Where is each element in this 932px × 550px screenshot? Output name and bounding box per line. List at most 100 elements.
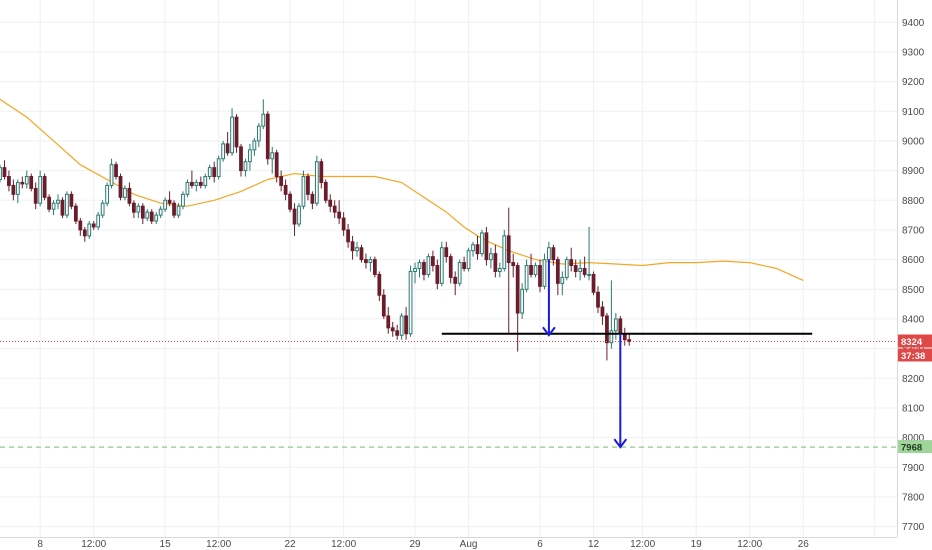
candle-body (502, 235, 507, 269)
x-tick-label: 12:00 (331, 539, 356, 550)
candle-body (145, 211, 150, 219)
candle-body (212, 167, 217, 178)
candle-body (0, 167, 2, 180)
candle-body (306, 176, 310, 195)
candle-body (24, 176, 29, 185)
candle-body (154, 214, 159, 222)
candle-body (207, 167, 212, 178)
candle-body (444, 247, 449, 258)
candle-body (372, 259, 377, 275)
candle-body (109, 164, 114, 186)
countdown-tag-text: 37:38 (901, 351, 925, 362)
target-arrow-2-head (613, 438, 628, 449)
candle-body (484, 232, 489, 261)
x-tick-label: 29 (409, 539, 421, 550)
candle-body (47, 196, 51, 210)
candle-body (314, 161, 319, 204)
candle-body (573, 265, 578, 272)
candle-body (341, 217, 346, 231)
candle-body (596, 291, 600, 308)
candle-body (489, 253, 493, 261)
y-tick-label: 9200 (902, 77, 925, 88)
candle-body (69, 193, 74, 207)
x-tick-label: 12:00 (630, 539, 655, 550)
candle-body (493, 253, 498, 272)
current-price-tag (898, 334, 932, 348)
candle-body (538, 265, 542, 287)
candle-body (457, 262, 462, 284)
candle-body (600, 306, 605, 317)
candle-body (203, 176, 208, 186)
candle-body (279, 176, 284, 186)
candle-body (364, 259, 368, 264)
candle-body (123, 187, 127, 198)
candle-body (127, 187, 132, 204)
candle-body (221, 143, 226, 160)
y-tick-label: 8400 (902, 314, 925, 325)
countdown-tag (898, 348, 932, 362)
candle-body (261, 113, 266, 127)
candle-body (547, 247, 551, 261)
candle-body (118, 176, 123, 198)
y-tick-label: 8800 (902, 196, 925, 207)
candle-body (346, 229, 350, 243)
candle-body (136, 205, 141, 213)
candle-body (506, 235, 511, 264)
candle-body (399, 315, 404, 336)
candle-body (337, 211, 342, 219)
y-tick-label: 9400 (902, 18, 925, 29)
candle-body (270, 152, 275, 160)
candle-body (20, 181, 25, 185)
candle-body (172, 202, 176, 216)
candle-body (15, 181, 20, 195)
candle-body (239, 146, 243, 172)
candle-body (430, 256, 435, 267)
candle-body (234, 116, 239, 148)
candle-body (56, 199, 60, 204)
moving-average-layer (0, 98, 804, 281)
candle-body (609, 330, 614, 344)
candle-body (301, 176, 306, 207)
candle-body (542, 259, 547, 287)
candle-body (292, 208, 297, 225)
candle-body (198, 181, 203, 186)
candle-body (194, 181, 199, 186)
candle-body (413, 268, 417, 272)
candle-body (323, 181, 328, 201)
candle-body (515, 265, 520, 314)
candle-body (408, 270, 413, 335)
candle-body (96, 214, 101, 228)
candle-body (114, 164, 118, 178)
candle-body (466, 250, 471, 270)
candle-body (497, 268, 502, 272)
candle-body (381, 294, 386, 317)
candle-body (283, 184, 288, 195)
y-tick-label: 8700 (902, 225, 925, 236)
y-tick-label: 8200 (902, 374, 925, 385)
candle-body (73, 205, 78, 222)
candle-body (386, 315, 391, 329)
y-tick-label: 8500 (902, 285, 925, 296)
candle-body (368, 259, 373, 264)
candle-body (163, 199, 168, 210)
candle-body (256, 125, 261, 142)
candle-body (480, 232, 484, 255)
candle-body (395, 330, 400, 336)
candle-body (248, 149, 252, 163)
x-tick-label: 12 (588, 539, 600, 550)
candle-body (426, 256, 431, 275)
y-tick-label: 9100 (902, 107, 925, 118)
candle-body (29, 176, 34, 189)
candle-body (225, 143, 230, 154)
candles-layer (0, 99, 632, 361)
candle-body (60, 199, 65, 216)
x-tick-label: 6 (537, 539, 543, 550)
candle-body (533, 265, 538, 275)
candle-body (230, 116, 234, 154)
candle-body (439, 247, 444, 284)
candle-body (448, 256, 453, 278)
candle-body (51, 202, 56, 210)
candle-body (569, 259, 574, 267)
candle-body (377, 273, 382, 296)
